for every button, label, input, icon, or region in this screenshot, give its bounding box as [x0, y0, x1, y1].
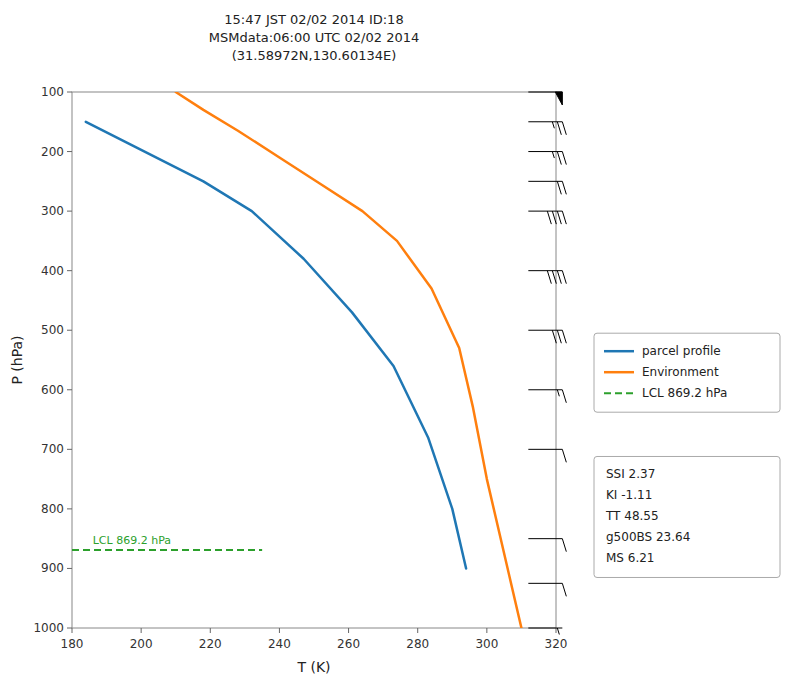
y-tick [67, 568, 72, 569]
series-line [72, 549, 262, 551]
legend-box [594, 333, 780, 412]
y-tick [67, 92, 72, 93]
index-label: TT 48.55 [605, 509, 659, 523]
legend-label: Environment [642, 365, 719, 379]
annotation: LCL 869.2 hPa [93, 534, 171, 547]
wind-barb [528, 330, 566, 343]
x-tick-label: 300 [475, 637, 498, 651]
x-tick-label: 240 [268, 637, 291, 651]
x-tick [417, 628, 418, 633]
y-tick-label: 900 [41, 561, 64, 575]
plot-frame [72, 92, 556, 628]
y-tick-label: 1000 [33, 621, 64, 635]
x-tick [210, 628, 211, 633]
chart: 15:47 JST 02/02 2014 ID:18 MSMdata:06:00 … [0, 0, 800, 700]
x-tick [72, 628, 73, 633]
legend-swatch [604, 392, 634, 394]
y-tick-label: 400 [41, 264, 64, 278]
wind-barb [528, 390, 566, 403]
x-tick-label: 260 [337, 637, 360, 651]
index-label: g500BS 23.64 [606, 530, 690, 544]
y-tick-label: 800 [41, 502, 64, 516]
wind-barb [528, 122, 566, 135]
y-tick [67, 628, 72, 629]
y-tick [67, 389, 72, 390]
title: 15:47 JST 02/02 2014 ID:18 MSMdata:06:00 … [209, 12, 420, 63]
x-tick-label: 180 [61, 637, 84, 651]
x-tick [486, 628, 487, 633]
legend-swatch [604, 371, 634, 374]
title-line: (31.58972N,130.60134E) [232, 48, 397, 63]
y-axis-label: P (hPa) [9, 335, 25, 384]
index-label: KI -1.11 [606, 488, 652, 502]
wind-barbs [528, 92, 566, 635]
title-line: 15:47 JST 02/02 2014 ID:18 [224, 12, 403, 27]
y-tick [67, 449, 72, 450]
x-tick-label: 280 [406, 637, 429, 651]
index-label: SSI 2.37 [606, 467, 655, 481]
y-tick [67, 330, 72, 331]
x-tick [279, 628, 280, 633]
y-tick-label: 100 [41, 85, 64, 99]
x-tick [141, 628, 142, 633]
legend-box [594, 456, 780, 577]
x-tick [348, 628, 349, 633]
index-legend: SSI 2.37 KI -1.11 TT 48.55 g500BS 23.64 MS 6… [594, 456, 780, 577]
x-tick [556, 628, 557, 633]
wind-barb [528, 271, 566, 284]
wind-barb [528, 449, 566, 462]
y-tick [67, 151, 72, 152]
wind-barb [528, 92, 562, 105]
wind-barb [528, 583, 566, 596]
legend: parcel profile Environment LCL 869.2 hPa [594, 333, 780, 412]
x-tick-label: 200 [130, 637, 153, 651]
y-tick-label: 500 [41, 323, 64, 337]
wind-barb [528, 211, 566, 224]
y-tick-label: 300 [41, 204, 64, 218]
y-tick [67, 211, 72, 212]
series-line [176, 92, 522, 628]
plot-area [72, 92, 521, 628]
x-tick-label: 320 [545, 637, 568, 651]
x-axis-label: T (K) [296, 659, 330, 675]
legend-label: parcel profile [642, 344, 721, 358]
legend-label: LCL 869.2 hPa [642, 386, 727, 400]
y-tick-label: 600 [41, 383, 64, 397]
y-tick-label: 700 [41, 442, 64, 456]
wind-barb [528, 539, 566, 552]
title-line: MSMdata:06:00 UTC 02/02 2014 [209, 30, 420, 45]
legend-swatch [604, 350, 634, 353]
y-tick [67, 270, 72, 271]
x-tick-label: 220 [199, 637, 222, 651]
wind-barb [528, 628, 562, 635]
wind-barb [528, 181, 566, 194]
y-tick [67, 508, 72, 509]
wind-barb [528, 152, 566, 165]
y-tick-label: 200 [41, 145, 64, 159]
index-label: MS 6.21 [606, 551, 655, 565]
series-line [86, 122, 466, 569]
